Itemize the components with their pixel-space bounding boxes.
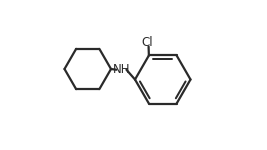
Text: Cl: Cl — [142, 36, 153, 49]
Text: NH: NH — [112, 63, 130, 76]
